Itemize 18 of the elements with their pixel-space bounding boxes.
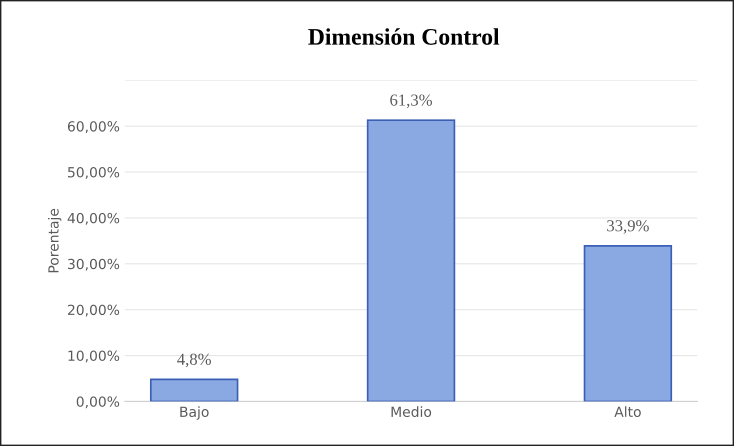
y-tick-label: 60,00% [68,121,120,134]
data-label: 33,9% [607,220,649,234]
bar [366,119,456,402]
x-tick-label: Medio [392,406,432,418]
data-label: 4,8% [177,354,211,368]
bar [584,245,672,402]
data-label: 61,3% [390,94,432,108]
y-tick-label: 50,00% [68,166,120,179]
y-axis-title: Porentaje [48,208,62,272]
y-tick-label: 0,00% [76,396,120,408]
y-tick-label: 10,00% [68,350,120,362]
bar [150,378,238,402]
x-tick-label: Alto [614,406,641,418]
y-tick-label: 20,00% [68,304,120,317]
chart-title: Dimensión Control [308,28,500,45]
y-tick-label: 30,00% [68,258,120,271]
x-tick-label: Bajo [180,406,209,420]
y-tick-label: 40,00% [68,212,120,225]
